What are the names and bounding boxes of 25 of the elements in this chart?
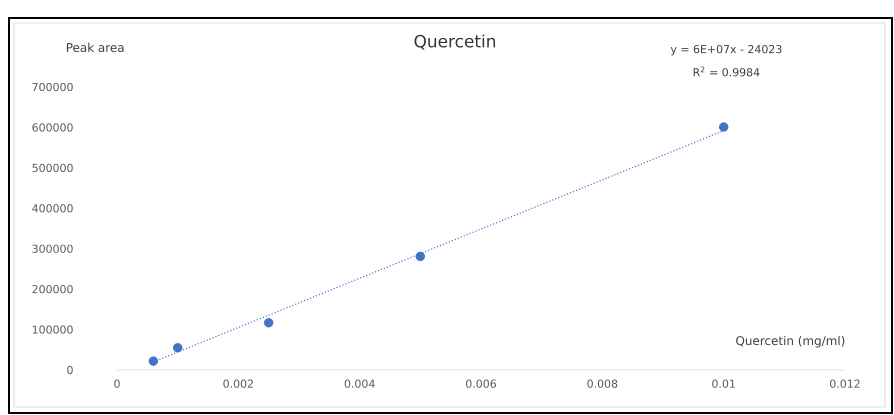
point (264, 318, 274, 328)
point (718, 122, 728, 132)
x-axis-title: Quercetin (mg/ml) (736, 336, 844, 348)
y-tick-label: 400000 (32, 204, 73, 212)
x-tick-label: 0.004 (344, 380, 375, 388)
y-tick-label: 0 (67, 366, 73, 374)
point (416, 252, 426, 262)
text: y = 6E+07x - 24023 (670, 45, 782, 56)
text: R$^{2}$ = 0.9984 (694, 66, 760, 76)
point (148, 356, 158, 366)
y-tick-label: 500000 (32, 164, 73, 172)
y-tick-label: 300000 (32, 244, 73, 253)
x-tick-label: 0.01 (712, 380, 735, 388)
x-tick-label: 0.012 (830, 380, 860, 388)
x-tick-label: 0.006 (466, 380, 496, 388)
point (172, 343, 182, 352)
y-tick-label: 100000 (32, 325, 73, 334)
y-tick-label: 700000 (32, 82, 73, 92)
y-tick-label: 600000 (32, 123, 73, 132)
y-axis-title: Peak area (66, 42, 124, 52)
x-tick-label: 0 (114, 380, 120, 388)
x-tick-label: 0.002 (223, 380, 253, 388)
x-tick-label: 0.008 (587, 380, 618, 388)
y-tick-label: 200000 (32, 285, 73, 294)
chart-title: Quercetin (414, 34, 496, 50)
